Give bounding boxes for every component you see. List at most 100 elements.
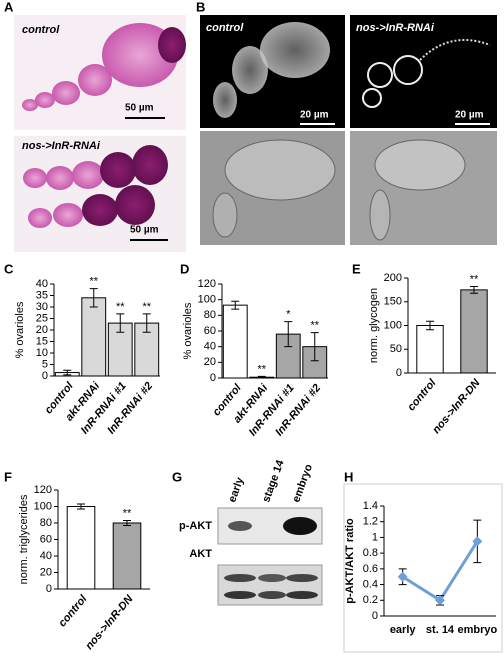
error-bar [257, 375, 266, 379]
y-tick-label: 200 [384, 272, 402, 284]
y-tick-label: 80 [204, 309, 216, 321]
error-bar [116, 313, 125, 333]
significance-label: * [286, 309, 291, 321]
marker [472, 536, 483, 547]
y-tick-label: 0.6 [363, 563, 378, 575]
y-tick-label: 25 [36, 312, 48, 324]
y-tick-label: 15 [36, 335, 48, 347]
panel-letter: A [4, 0, 14, 14]
y-axis-label: norm. triglycerides [18, 494, 30, 584]
image-label: control [22, 24, 60, 36]
y-tick-label: 20 [36, 324, 48, 336]
bar [81, 297, 107, 377]
lane-label: embryo [290, 462, 315, 504]
y-tick-label: 1.4 [363, 500, 378, 512]
error-bar [77, 503, 85, 510]
row-label: AKT [189, 548, 212, 560]
error-bar [89, 288, 98, 308]
marker [435, 595, 445, 606]
bar [416, 325, 444, 374]
x-tick-label: early [390, 624, 417, 636]
lane-label: early [226, 475, 246, 504]
y-tick-label: 100 [198, 294, 216, 306]
significance-label: ** [257, 363, 266, 375]
x-tick-label: control [405, 376, 439, 413]
y-tick-label: 20 [204, 356, 216, 368]
y-tick-label: 0 [396, 367, 402, 379]
lane-label: stage 14 [260, 458, 287, 504]
panel-letter: G [172, 469, 182, 484]
y-tick-label: 120 [198, 278, 216, 290]
y-tick-label: 1 [372, 531, 378, 543]
error-bar [284, 321, 293, 348]
bar [66, 506, 96, 590]
panel-letter: H [344, 469, 353, 484]
image-label: nos->InR-RNAi [22, 140, 101, 152]
bar [112, 522, 142, 590]
error-bar [63, 369, 72, 376]
y-tick-label: 50 [390, 343, 402, 355]
y-tick-label: 40 [36, 278, 48, 290]
y-axis-label: norm. glycogen [368, 288, 380, 363]
significance-label: ** [310, 319, 319, 331]
error-bar [142, 313, 151, 333]
y-tick-label: 150 [384, 296, 402, 308]
y-axis-label: % ovarioles [14, 301, 26, 358]
x-tick-label: nos->InR-DN [83, 592, 136, 652]
y-tick-label: 100 [384, 319, 402, 331]
error-bar [470, 286, 478, 294]
error-bar [231, 300, 240, 310]
western-blot [217, 507, 323, 606]
y-tick-label: 0.8 [363, 547, 378, 559]
y-tick-label: 10 [36, 347, 48, 359]
y-tick-label: 100 [34, 500, 52, 512]
x-tick-label: control [56, 592, 90, 629]
image-label: nos->InR-RNAi [356, 22, 435, 34]
error-bar [426, 320, 434, 331]
y-tick-label: 80 [40, 517, 52, 529]
x-tick-label: st. 14 [426, 624, 455, 636]
y-tick-label: 20 [40, 566, 52, 578]
bar [460, 289, 488, 374]
x-tick-label: nos->InR-DN [430, 376, 483, 436]
panel-letter: B [196, 0, 205, 14]
significance-label: ** [470, 273, 479, 285]
panel-letters: A B C D E F G H [4, 0, 361, 484]
panel-b-images [200, 15, 497, 245]
y-tick-label: 0 [372, 610, 378, 622]
y-axis-label: p-AKT/AKT ratio [344, 518, 356, 604]
panel-letter: C [4, 261, 14, 276]
scale-label: 20 µm [455, 110, 484, 121]
y-tick-label: 40 [204, 341, 216, 353]
panel-letter: D [180, 261, 189, 276]
marker [397, 571, 408, 582]
x-tick-label: embryo [457, 624, 497, 636]
panel-letter: E [352, 261, 361, 276]
panel-letter: F [4, 469, 12, 484]
panel-a-bottom-image [14, 136, 186, 252]
panel-a-top-image [14, 15, 186, 130]
y-tick-label: 0 [42, 370, 48, 382]
y-tick-label: 60 [204, 325, 216, 337]
scale-label: 20 µm [300, 110, 329, 121]
y-axis-label: % ovarioles [182, 302, 194, 359]
y-tick-label: 5 [42, 358, 48, 370]
y-tick-label: 120 [34, 484, 52, 496]
image-label: control [206, 22, 244, 34]
significance-label: ** [89, 276, 98, 288]
y-tick-label: 0 [210, 372, 216, 384]
y-tick-label: 40 [40, 550, 52, 562]
row-label: p-AKT [179, 520, 212, 532]
panel-h-frame [343, 483, 503, 653]
significance-label: ** [123, 507, 132, 519]
bar [222, 304, 248, 379]
scale-label: 50 µm [130, 225, 159, 236]
y-tick-label: 0 [46, 583, 52, 595]
significance-label: ** [142, 301, 151, 313]
y-tick-label: 0.4 [363, 578, 378, 590]
error-bar [123, 520, 131, 526]
y-tick-label: 60 [40, 533, 52, 545]
y-tick-label: 35 [36, 289, 48, 301]
significance-label: ** [116, 301, 125, 313]
